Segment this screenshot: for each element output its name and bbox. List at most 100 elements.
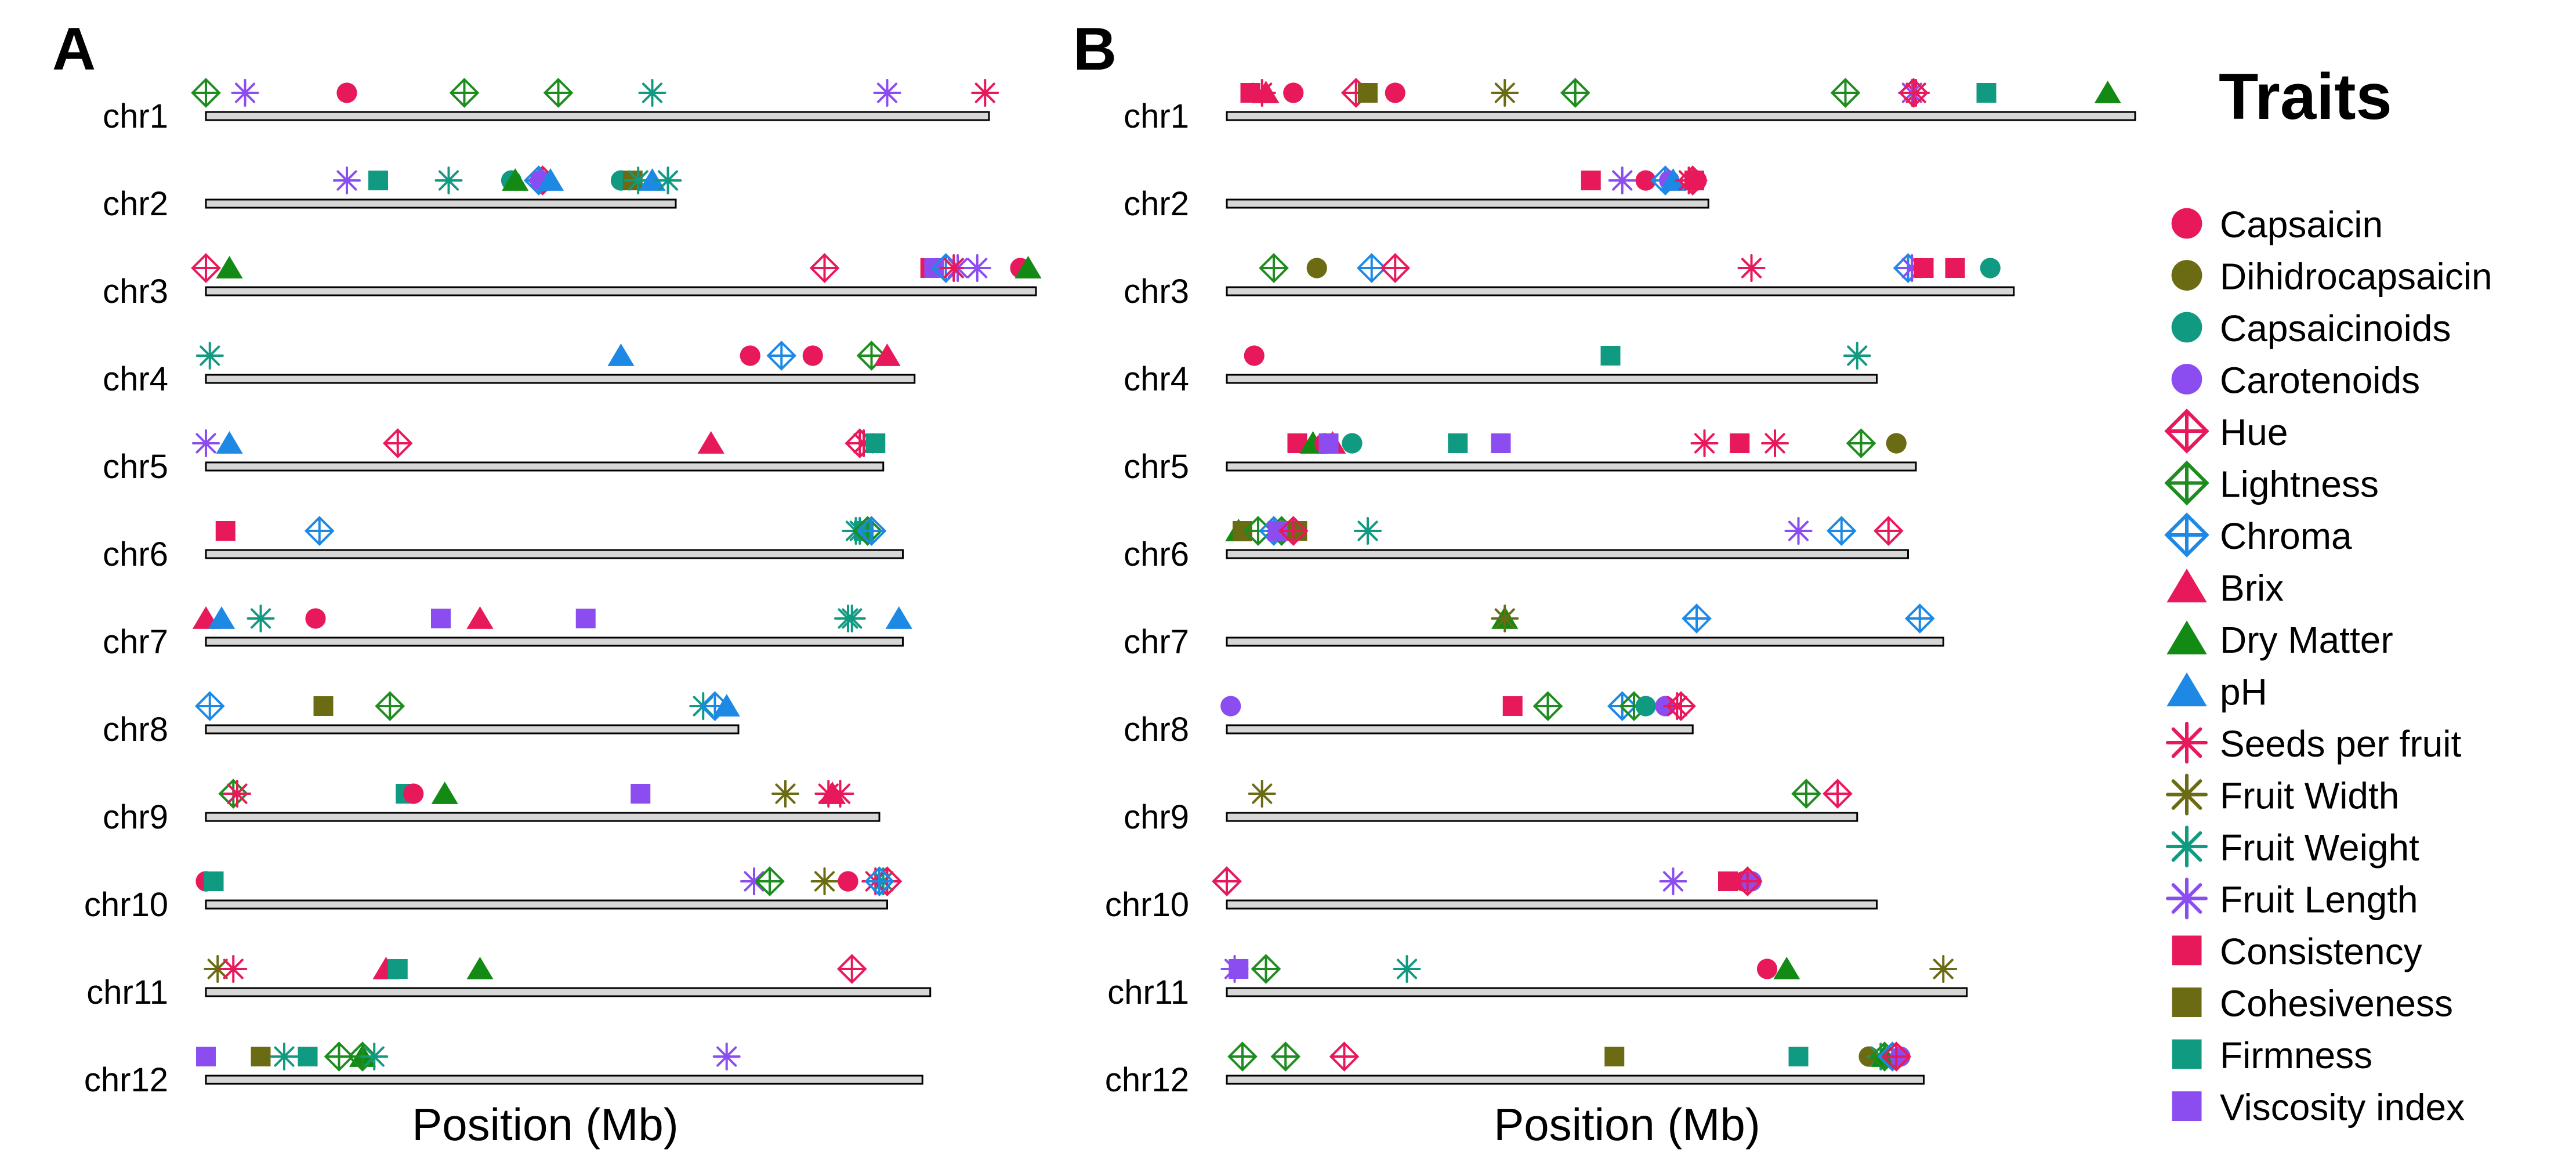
legend-label: Capsaicin <box>2220 204 2383 245</box>
marker-hue <box>1873 516 1904 546</box>
legend-item-capsaicin: Capsaicin <box>2171 204 2383 245</box>
marker-seeds-per-fruit <box>1737 254 1766 282</box>
marker-fruit-width <box>204 955 232 983</box>
chromosome-label: chr9 <box>1124 798 1189 836</box>
legend-title: Traits <box>2219 60 2392 133</box>
legend-swatch <box>2164 408 2209 454</box>
marker-fruit-length <box>712 1043 741 1070</box>
marker-fruit-length <box>963 254 991 282</box>
marker-capsaicinoids <box>1980 258 2001 278</box>
chromosome-bar <box>1226 111 2136 121</box>
chromosome-chr8: chr8 <box>103 691 740 748</box>
legend-swatch <box>2166 773 2208 816</box>
marker-lightness <box>449 78 480 108</box>
chromosome-label: chr10 <box>84 886 168 924</box>
legend-item-capsaicinoids: Capsaicinoids <box>2171 308 2451 349</box>
marker-dry-matter <box>1773 957 1800 979</box>
marker-viscosity-index <box>1318 433 1339 453</box>
chromosome-label: chr7 <box>103 623 168 661</box>
marker-lightness <box>755 866 785 896</box>
chromosome-label: chr5 <box>1124 448 1189 486</box>
chromosome-chr12: chr12 <box>84 1041 923 1099</box>
legend-item-seeds-per-fruit: Seeds per fruit <box>2166 722 2461 765</box>
legend-swatch <box>2166 826 2208 867</box>
chromosome-chr2: chr2 <box>1124 165 1709 223</box>
legend-label: Cohesiveness <box>2220 983 2453 1025</box>
legend-label: pH <box>2220 671 2267 713</box>
marker-hue <box>382 428 413 458</box>
marker-viscosity-index <box>1491 433 1511 453</box>
marker-lightness <box>1270 1041 1301 1072</box>
marker-hue <box>1380 253 1411 283</box>
marker-capsaicin <box>740 345 760 366</box>
marker-fruit-weight <box>654 167 682 194</box>
marker-brix <box>697 431 724 454</box>
legend-swatch <box>2171 260 2202 291</box>
chromosome-bar <box>205 374 916 384</box>
marker-seeds-per-fruit <box>971 79 999 107</box>
legend: Traits Capsaicin Dihidrocapsaicin Capsaici… <box>2164 60 2492 1128</box>
chromosome-chr9: chr9 <box>1124 779 1858 836</box>
legend-item-chroma: Chroma <box>2164 512 2352 558</box>
marker-fruit-length <box>1659 867 1687 895</box>
chromosome-chr1: chr1 <box>1124 78 2136 135</box>
legend-label: Fruit Weight <box>2220 827 2419 869</box>
marker-lightness <box>1560 78 1590 108</box>
chromosome-label: chr4 <box>103 360 168 398</box>
marker-capsaicin <box>1244 345 1265 366</box>
chromosome-bar <box>1226 198 1709 209</box>
chromosome-chr6: chr6 <box>1124 516 1909 573</box>
legend-item-lightness: Lightness <box>2164 460 2379 506</box>
legend-item-dry-matter: Dry Matter <box>2166 619 2393 661</box>
marker-consistency <box>1502 696 1523 716</box>
chromosome-bar <box>205 111 990 121</box>
legend-label: Consistency <box>2220 931 2422 972</box>
marker-fruit-width <box>1248 780 1276 808</box>
marker-hue <box>1278 516 1309 546</box>
marker-firmness <box>387 959 408 979</box>
legend-label: Fruit Width <box>2220 775 2399 817</box>
chromosome-label: chr2 <box>1124 185 1189 223</box>
marker-capsaicinoids <box>1342 433 1363 454</box>
chromosome-bar <box>205 1075 923 1085</box>
marker-firmness <box>865 433 886 453</box>
marker-consistency <box>1914 258 1934 278</box>
marker-hue <box>809 253 840 283</box>
panel-a: A Position (Mb) chr1 chr2 chr3 chr4 chr5 chr6… <box>52 16 1042 1150</box>
chromosome-label: chr6 <box>103 536 168 573</box>
legend-swatch <box>2172 935 2202 965</box>
marker-hue <box>836 954 867 984</box>
marker-viscosity-index <box>575 609 596 628</box>
marker-firmness <box>1976 83 1997 103</box>
chromosome-bar <box>1226 636 1944 647</box>
chromosome-chr5: chr5 <box>103 428 886 486</box>
legend-swatch <box>2172 987 2202 1017</box>
marker-lightness <box>375 691 405 721</box>
chromosome-chr2: chr2 <box>103 165 682 223</box>
chromosome-bar <box>1226 1075 1925 1085</box>
marker-firmness <box>368 171 388 190</box>
marker-hue <box>1881 1041 1912 1072</box>
legend-label: Lightness <box>2220 464 2379 505</box>
marker-fruit-weight <box>638 79 666 107</box>
marker-fruit-weight <box>1843 342 1871 370</box>
legend-swatch <box>2172 1039 2202 1069</box>
legend-swatch <box>2164 460 2209 506</box>
chromosome-chr7: chr7 <box>103 605 912 661</box>
marker-brix <box>818 782 846 804</box>
chromosome-chr1: chr1 <box>103 78 999 135</box>
chromosome-label: chr8 <box>103 711 168 748</box>
marker-lightness <box>1846 428 1876 458</box>
chromosome-label: chr6 <box>1124 536 1189 573</box>
legend-label: Dry Matter <box>2220 619 2393 661</box>
chromosome-chr4: chr4 <box>1124 342 1878 398</box>
marker-ph <box>639 168 666 191</box>
marker-ph <box>208 606 236 629</box>
panel-b-letter: B <box>1073 16 1117 83</box>
marker-hue <box>1899 78 1929 108</box>
legend-label: Dihidrocapsaicin <box>2220 256 2492 298</box>
marker-brix <box>874 343 901 366</box>
marker-hue <box>1329 1041 1360 1072</box>
legend-label: Hue <box>2220 411 2288 453</box>
